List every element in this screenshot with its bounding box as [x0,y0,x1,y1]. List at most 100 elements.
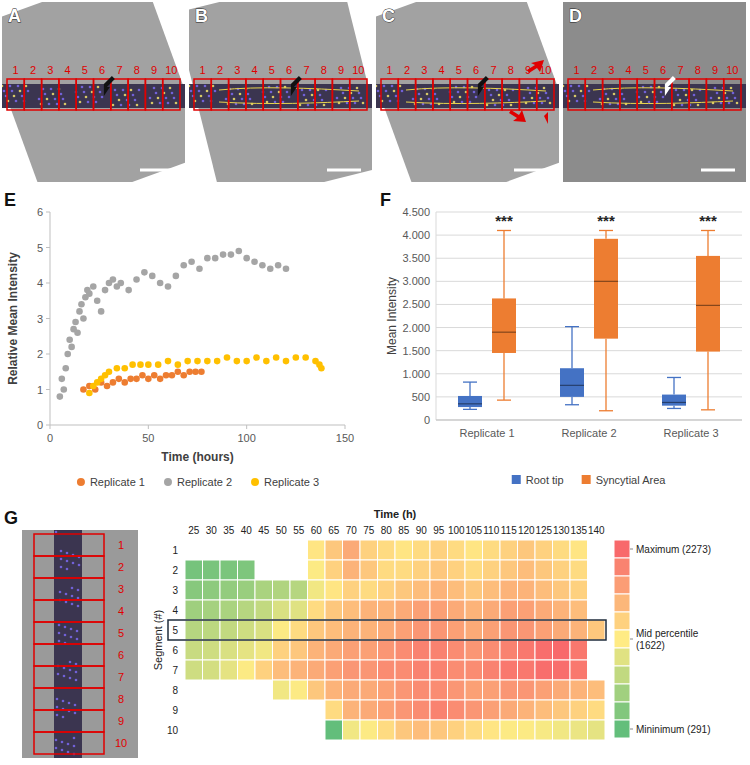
fluorescence [19,90,22,93]
point [137,361,144,368]
fluorescence [64,626,67,629]
cell [448,720,466,740]
fluorescence [270,91,273,94]
point [184,358,191,365]
fluorescence [63,675,66,678]
fluorescence [62,98,65,101]
y-tick-label: 3 [172,585,178,596]
point [236,248,243,255]
fluorescence [71,595,74,598]
point [116,376,123,383]
cell [273,600,291,620]
cell [570,540,588,560]
point [204,255,211,262]
cell [203,560,221,580]
fluorescence [83,91,86,94]
cell [220,660,238,680]
colorbar-label: Maximum (2273) [636,544,711,555]
whisker-cap-high [599,230,613,231]
x-tick-label: 125 [535,525,552,536]
segment-label: 5 [118,627,124,639]
fluorescence [71,603,74,606]
grid-line [436,212,742,213]
fluorescence [112,104,115,107]
colorbar-step [614,720,630,738]
legend-swatch [164,478,172,486]
cell [483,560,501,580]
cell [343,560,361,580]
fluorescence [55,747,58,750]
fluorescence [531,97,534,100]
cell [343,720,361,740]
legend-label: Syncytial Area [596,474,667,486]
fluorescence [157,97,160,100]
legend-swatch [77,478,85,486]
segment-label: 4 [64,64,70,76]
x-tick-label: 25 [188,525,200,536]
point [60,386,67,393]
colorbar-label: Mid percentile(1622) [636,628,699,651]
fluorescence [391,85,394,88]
fluorescence [50,88,53,91]
y-axis-title: Segment (#) [152,610,164,671]
fluorescence [200,95,203,98]
fluorescence [732,92,735,95]
fluorescence [169,87,172,90]
segment-box [111,79,128,110]
segment-box [263,79,280,110]
legend: Replicate 1Replicate 2Replicate 3 [77,476,319,488]
y-tick [46,425,50,426]
fluorescence [523,97,526,100]
segment-label: 4 [438,64,444,76]
x-tick-label: 95 [433,525,445,536]
whisker-low [503,353,504,400]
segment-box [332,79,349,110]
fluorescence [136,104,139,107]
segment-label: 8 [695,64,701,76]
fluorescence [67,751,70,754]
fluorescence [21,95,24,98]
cell [238,580,256,600]
whisker-low [605,339,606,411]
fluorescence [2,85,3,88]
fluorescence [693,94,696,97]
cell [238,560,256,580]
x-tick-label: 75 [363,525,375,536]
fluorescence [208,95,211,98]
point [121,379,128,386]
fluorescence [264,96,267,99]
significance: *** [597,212,615,229]
x-axis-title: Time (hours) [161,450,233,464]
cell [588,620,606,640]
fluorescence [64,634,67,637]
fluorescence [613,93,616,96]
fluorescence [488,89,491,92]
cell [535,560,553,580]
point [106,368,113,375]
fluorescence [570,85,573,88]
median [458,403,482,404]
fluorescence [58,624,61,627]
segment-label: 7 [303,64,309,76]
legend-swatch [251,478,259,486]
cell [535,720,553,740]
fluorescence [541,102,544,105]
point [175,361,182,368]
cell [535,640,553,660]
point [141,269,148,276]
x-tick-label: 120 [518,525,535,536]
cell [238,620,256,640]
legend-swatch [512,475,521,484]
figure: 12345678910A12345678910B12345678910C1234… [0,0,750,765]
fluorescence [605,93,608,96]
syncytium-outline [593,88,733,104]
whisker-high [571,327,572,369]
point [157,280,164,287]
x-tick-label: 135 [570,525,587,536]
point [275,262,282,269]
fluorescence [716,92,719,95]
y-tick-label: 8 [172,685,178,696]
fluorescence [3,90,6,93]
fluorescence [233,98,236,101]
segment-label: 9 [338,64,344,76]
